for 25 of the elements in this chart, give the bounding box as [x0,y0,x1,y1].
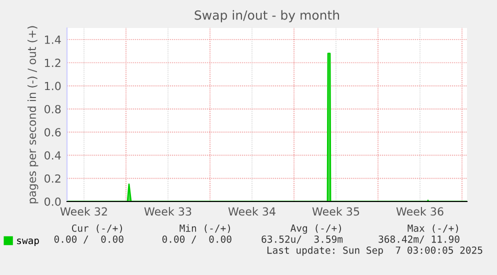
text: Max (-/+) [408,224,458,233]
legend-label: swap [17,238,39,246]
y-tick-label: 0.0 [44,197,61,206]
y-tick-label: 1.2 [44,58,60,67]
text: Min (-/+) [180,224,230,233]
text: 0.00 / 0.00 [162,235,232,244]
y-tick-label: 0.6 [44,128,61,136]
text: 368.42m/ 11.90 [378,235,460,244]
y-tick-label: 0.2 [44,174,60,183]
x-tick-label: Week 32 [60,207,107,216]
y-tick-label: 0.8 [44,104,61,114]
text: 0.00 / 0.00 [54,235,124,244]
x-tick-label: Week 33 [144,207,192,216]
x-tick-label: Week 35 [312,207,360,216]
x-tick-label: Week 34 [228,207,276,216]
text: Last update: Sun Sep 7 03:00:05 2025 [267,246,482,256]
text: Avg (-/+) [290,224,341,234]
y-axis-title: pages per second in (-) / out (+) [27,26,38,204]
chart-title: Swap in/out - by month [194,10,340,22]
text: 63.52u/ 3.59m [262,235,343,244]
y-tick-label: 1.4 [44,36,61,44]
y-tick-label: 1.0 [44,82,61,90]
text: Cur (-/+) [72,224,122,233]
y-tick-label: 0.4 [44,151,61,160]
x-tick-label: Week 36 [396,207,444,216]
